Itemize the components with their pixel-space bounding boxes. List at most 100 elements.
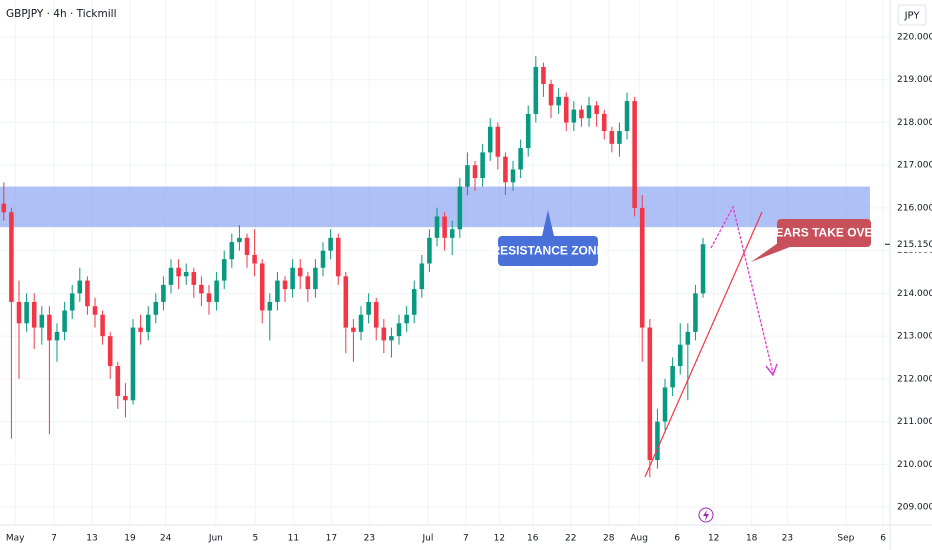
- x-tick-label: 11: [288, 534, 299, 544]
- candle-body: [328, 237, 333, 251]
- candle-body: [617, 131, 622, 144]
- candle-body: [168, 267, 174, 285]
- candle-body: [69, 293, 75, 311]
- candle-body: [457, 186, 463, 230]
- y-tick-label: 214.000: [897, 289, 932, 299]
- candle-body: [518, 148, 523, 170]
- candle-body: [100, 314, 105, 337]
- last-price-box: [891, 236, 932, 253]
- candle-body: [487, 126, 493, 153]
- x-tick-label: 24: [160, 534, 172, 544]
- candle-body: [419, 263, 425, 290]
- x-tick-label: Jun: [208, 534, 223, 544]
- candle-body: [662, 387, 668, 422]
- candle-body: [237, 237, 242, 243]
- candle-body: [31, 301, 37, 328]
- candle-body: [647, 327, 653, 461]
- x-tick-label: 18: [746, 534, 758, 544]
- annotation: BEARS TAKE OVER: [767, 226, 882, 240]
- candle-body: [199, 284, 204, 294]
- candle-body: [77, 280, 83, 294]
- candle-body: [556, 96, 561, 106]
- x-tick-label: 19: [124, 534, 136, 544]
- y-tick-label: 220.000: [897, 33, 932, 43]
- candle-body: [525, 113, 531, 149]
- candle-body: [411, 289, 417, 315]
- callout-pointer: [542, 210, 554, 236]
- candle-body: [85, 280, 90, 307]
- candle-body: [396, 323, 402, 337]
- x-tick-label: 7: [463, 534, 469, 544]
- candle-body: [533, 66, 539, 114]
- candle-body: [183, 272, 189, 277]
- candle-body: [16, 301, 22, 324]
- candle-body: [39, 314, 45, 328]
- candle-body: [191, 272, 197, 285]
- x-tick-label: 6: [674, 534, 680, 544]
- event-icon-bolt: [703, 510, 709, 521]
- y-tick-label: 218.000: [897, 118, 932, 128]
- y-tick-label: 211.000: [897, 417, 932, 427]
- candle-body: [389, 336, 394, 341]
- candle-body: [297, 267, 303, 277]
- candle-body: [313, 267, 318, 290]
- candle-body: [107, 336, 113, 367]
- y-tick-label: 213.000: [897, 332, 932, 342]
- candle-body: [434, 216, 440, 238]
- candle-body: [335, 237, 341, 277]
- candle-body: [480, 152, 485, 179]
- x-tick-label: 17: [326, 534, 337, 544]
- x-tick-label: 28: [603, 534, 615, 544]
- candle-body: [229, 242, 235, 260]
- y-tick-label: 209.000: [897, 503, 932, 513]
- candle-body: [130, 327, 136, 401]
- candle-body: [47, 314, 52, 341]
- candles: [1, 56, 706, 478]
- candle-body: [609, 131, 615, 144]
- candle-body: [579, 109, 584, 119]
- candle-body: [138, 327, 143, 332]
- candle-body: [343, 276, 349, 328]
- candle-body: [381, 327, 387, 341]
- y-tick-label: 210.000: [897, 460, 932, 470]
- candle-body: [290, 267, 295, 290]
- candle-body: [586, 105, 592, 119]
- candle-body: [655, 421, 660, 461]
- x-tick-label: 22: [565, 534, 576, 544]
- candle-body: [495, 126, 501, 157]
- candle-body: [214, 280, 219, 302]
- candle-body: [252, 254, 257, 264]
- x-tick-label: 23: [782, 534, 793, 544]
- y-tick-label: 219.000: [897, 75, 932, 85]
- candle-body: [510, 169, 516, 183]
- candle-body: [472, 165, 478, 179]
- candle-body: [639, 207, 645, 328]
- x-tick-label: Jul: [421, 534, 433, 544]
- chart-title: GBPJPY · 4h · Tickmill: [6, 8, 117, 20]
- candle-body: [320, 250, 326, 268]
- x-tick-label: 23: [364, 534, 375, 544]
- candle-body: [275, 280, 280, 302]
- candle-body: [366, 301, 371, 315]
- candle-body: [571, 109, 577, 123]
- x-tick-label: 5: [253, 534, 259, 544]
- candle-body: [115, 366, 121, 396]
- candle-body: [259, 263, 265, 311]
- candle-body: [351, 327, 356, 332]
- candle-body: [161, 284, 166, 302]
- candle-body: [206, 293, 212, 302]
- candle-body: [700, 244, 706, 294]
- candle-body: [267, 301, 273, 311]
- candle-body: [563, 96, 569, 123]
- x-tick-label: 12: [494, 534, 505, 544]
- candle-body: [54, 331, 60, 341]
- x-tick-label: Aug: [630, 534, 648, 544]
- axes: 209.000 210.000 211.000 212.000 213.000 214.0…: [6, 33, 932, 544]
- currency: JPY: [904, 11, 921, 22]
- candle-body: [404, 314, 409, 324]
- candle-body: [427, 237, 432, 264]
- candle-body: [693, 293, 698, 332]
- candle-body: [244, 237, 250, 255]
- candle-body: [624, 101, 630, 132]
- candle-body: [153, 301, 159, 315]
